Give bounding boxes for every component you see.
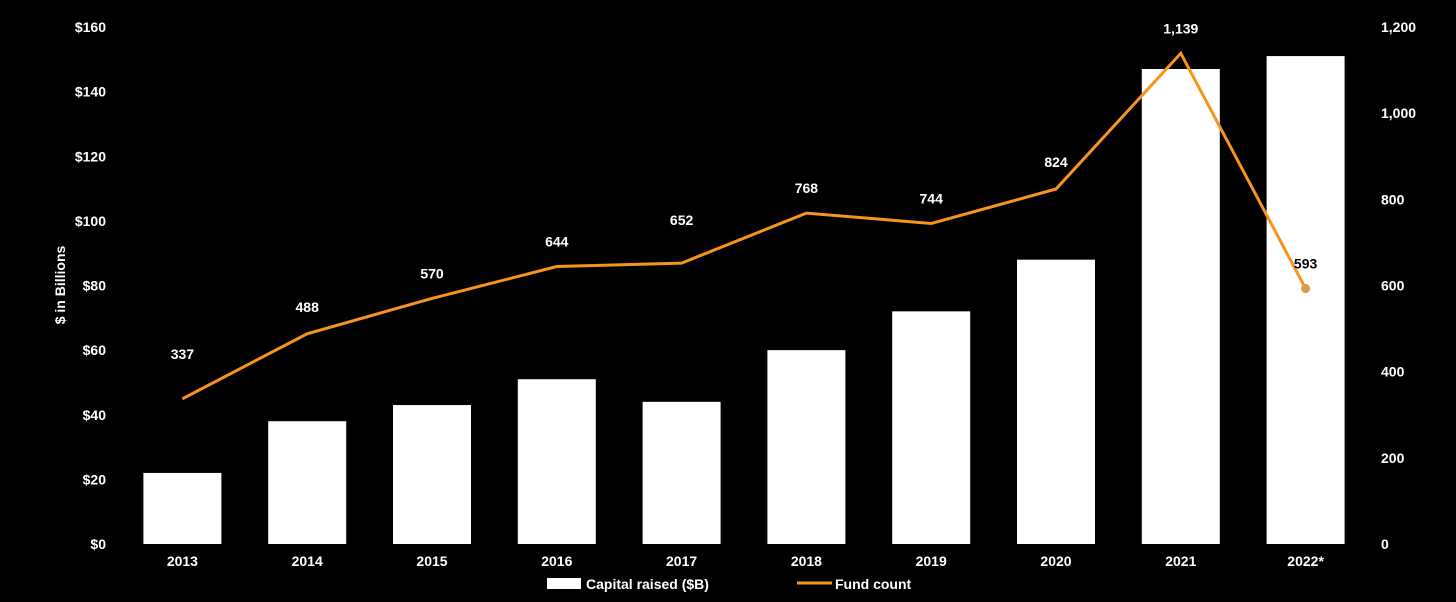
x-tick-label: 2020 [1040,553,1071,569]
x-tick-label: 2022* [1287,553,1324,569]
legend: Capital raised ($B) Fund count [547,576,912,592]
y-right-axis: 0 200 400 600 800 1,000 1,200 [1381,19,1416,552]
y-left-tick-label: $100 [75,213,106,229]
y-right-tick-label: 200 [1381,450,1405,466]
fund-count-data-label: 488 [296,299,320,315]
y-left-tick-label: $140 [75,84,106,100]
fund-count-data-label: 593 [1294,256,1318,272]
y-right-tick-label: 0 [1381,536,1389,552]
y-left-tick-label: $20 [83,471,107,487]
y-left-tick-label: $60 [83,342,107,358]
bar-capital-raised [268,421,347,544]
y-left-axis: $0 $20 $40 $60 $80 $100 $120 $140 $160 [75,19,106,552]
x-tick-label: 2019 [916,553,947,569]
fund-count-polyline [181,50,1307,401]
bar-capital-raised [892,311,971,544]
y-right-tick-label: 1,000 [1381,105,1416,121]
bar-capital-raised [393,405,471,544]
y-left-tick-label: $160 [75,19,106,35]
fund-count-data-label: 337 [171,346,195,362]
legend-label-capital: Capital raised ($B) [586,576,709,592]
bar-capital-raised [1017,259,1095,544]
fund-count-marker [1301,284,1311,294]
y-right-tick-label: 600 [1381,278,1405,294]
bar-capital-raised [1266,56,1345,545]
x-axis: 2013 2014 2015 2016 2017 2018 2019 2020 2021 2022… [167,553,1325,569]
bar-capital-raised [517,379,596,544]
y-right-tick-label: 800 [1381,191,1405,207]
x-tick-label: 2016 [541,553,572,569]
fund-count-data-label: 652 [670,212,694,228]
fund-count-data-label: 744 [920,190,944,206]
y-axis-label: $ in Billions [52,246,68,325]
y-left-tick-label: $80 [83,278,107,294]
fund-count-data-label: 768 [795,180,819,196]
y-left-tick-label: $40 [83,407,107,423]
bar-capital-raised [1141,69,1220,544]
bar-capital-raised [143,472,222,544]
bar-capital-raised [767,350,846,544]
fund-count-line: 337 488 570 644 652 768 744 824 1,139 593 [171,20,1318,401]
bars [143,56,1345,545]
bar-capital-raised [642,401,721,544]
fund-count-data-label: 644 [545,234,569,250]
x-tick-label: 2018 [791,553,822,569]
x-tick-label: 2021 [1165,553,1196,569]
y-left-tick-label: $0 [90,536,106,552]
legend-swatch-capital [547,578,581,589]
x-tick-label: 2017 [666,553,697,569]
fund-count-data-label: 824 [1044,154,1068,170]
y-right-tick-label: 1,200 [1381,19,1416,35]
fund-count-data-label: 1,139 [1163,20,1198,36]
x-tick-label: 2014 [292,553,323,569]
y-right-tick-label: 400 [1381,364,1405,380]
x-tick-label: 2015 [416,553,447,569]
fund-count-data-label: 570 [420,265,444,281]
x-tick-label: 2013 [167,553,198,569]
legend-label-fund-count: Fund count [835,576,912,592]
y-left-tick-label: $120 [75,148,106,164]
